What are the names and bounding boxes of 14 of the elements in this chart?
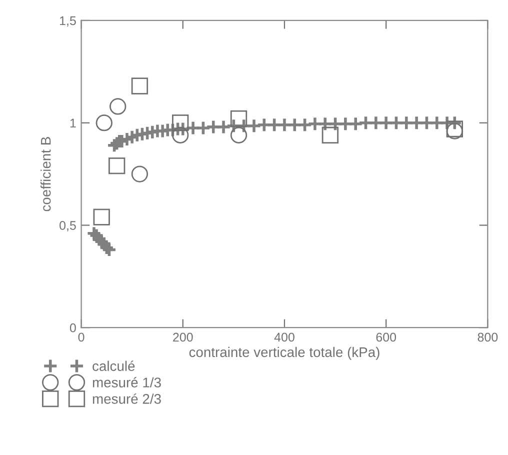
x-axis-title: contrainte verticale totale (kPa) [189, 346, 380, 360]
legend-label: mesuré 1/3 [92, 377, 161, 388]
y-tick-label: 1,5 [60, 16, 76, 27]
legend-label: calculé [92, 360, 135, 371]
x-tick-label: 800 [478, 332, 498, 342]
y-tick-label: 0,5 [60, 221, 76, 232]
y-tick-label: 1 [70, 118, 76, 128]
y-tick-label: 0 [70, 323, 76, 332]
x-tick-label: 600 [376, 332, 396, 342]
legend-label: mesuré 2/3 [92, 393, 161, 404]
x-tick-label: 400 [274, 332, 294, 342]
x-tick-label: 200 [173, 332, 193, 342]
y-axis-title: coefficient B [40, 137, 51, 212]
x-tick-label: 0 [78, 332, 84, 342]
